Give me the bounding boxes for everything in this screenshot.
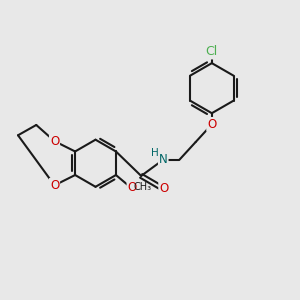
Text: N: N (159, 153, 168, 166)
Text: O: O (207, 118, 217, 131)
Text: O: O (50, 135, 59, 148)
Text: CH₃: CH₃ (134, 182, 152, 192)
Text: O: O (159, 182, 169, 195)
Text: O: O (128, 181, 137, 194)
Text: O: O (50, 179, 59, 192)
Text: Cl: Cl (206, 45, 218, 58)
Text: H: H (151, 148, 158, 158)
